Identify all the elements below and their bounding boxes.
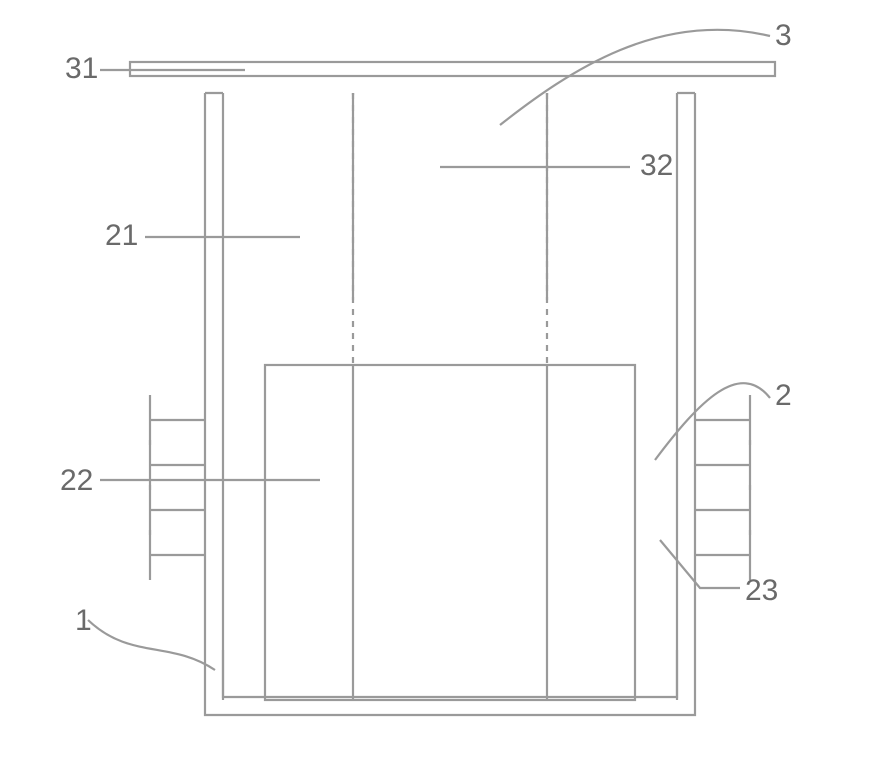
callout-label-l1: 1 [75, 604, 92, 637]
callout-label-l3: 3 [775, 19, 792, 52]
callout-label-l23: 23 [745, 574, 778, 607]
technical-figure: 3313221222231 [0, 0, 887, 758]
callout-label-l22: 22 [60, 464, 93, 497]
callout-label-l21: 21 [105, 219, 138, 252]
callout-label-l31: 31 [65, 52, 98, 85]
callout-label-l2: 2 [775, 379, 792, 412]
callout-label-l32: 32 [640, 149, 673, 182]
